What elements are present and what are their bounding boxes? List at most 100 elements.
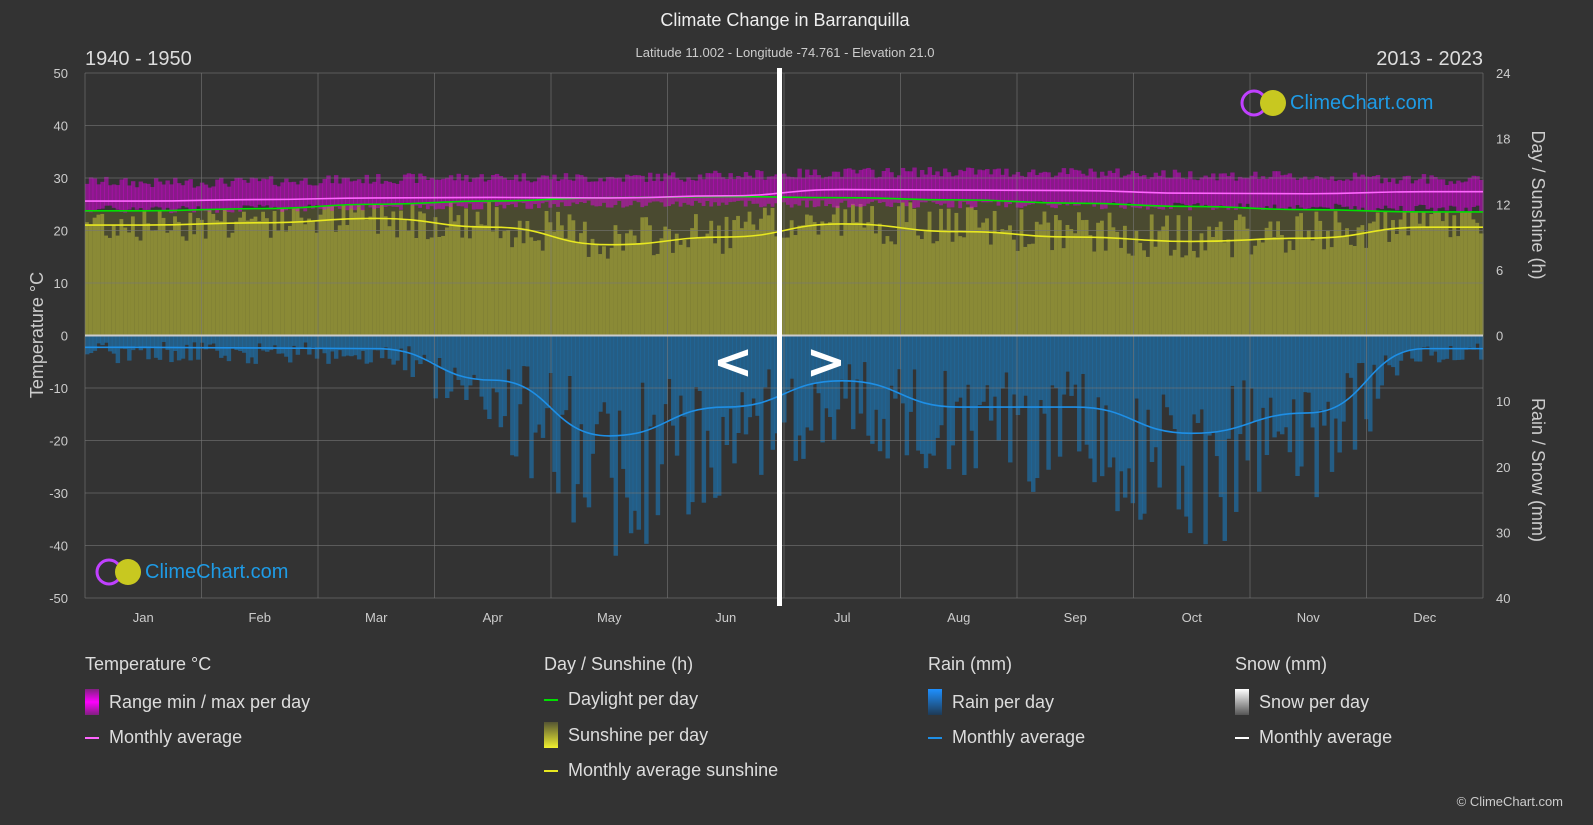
rain-day-bar: [1448, 335, 1453, 346]
rain-day-bar: [582, 335, 588, 498]
sunshine-day-bar: [1391, 220, 1396, 336]
temp-range-day-bar: [739, 177, 745, 201]
sunshine-day-bar: [483, 225, 488, 336]
rain-day-bar: [981, 335, 986, 402]
nav-next-button[interactable]: >: [806, 334, 846, 390]
rain-day-bar: [877, 335, 883, 452]
sunshine-day-bar: [1015, 250, 1021, 336]
sunshine-day-bar: [1272, 237, 1277, 336]
temp-range-day-bar: [1245, 177, 1250, 204]
temp-range-day-bar: [1027, 172, 1032, 205]
rain-day-bar: [751, 335, 756, 399]
temp-range-day-bar: [134, 187, 140, 210]
logo-bottom: ClimeChart.com: [95, 557, 288, 587]
rain-day-bar: [1015, 335, 1021, 416]
rain-day-bar: [954, 335, 959, 402]
rain-day-bar: [330, 335, 335, 352]
rain-day-bar: [379, 335, 385, 359]
temp-range-day-bar: [310, 185, 316, 209]
sunshine-day-bar: [1402, 211, 1407, 336]
sunshine-day-bar: [716, 225, 722, 336]
rain-day-bar: [372, 335, 377, 351]
sunshine-day-bar: [1283, 252, 1289, 336]
sunshine-day-bar: [1348, 244, 1354, 336]
rain-day-bar: [276, 335, 281, 354]
temp-range-day-bar: [1352, 172, 1358, 207]
sunshine-day-bar: [1122, 225, 1128, 336]
sunshine-day-bar: [889, 241, 894, 336]
rain-day-bar: [479, 335, 484, 397]
sunshine-day-bar: [1191, 250, 1197, 336]
temp-range-day-bar: [119, 179, 124, 213]
sunshine-day-bar: [1467, 211, 1473, 336]
rain-day-bar: [192, 335, 197, 343]
temp-range-day-bar: [483, 181, 488, 204]
sunshine-day-bar: [1299, 213, 1304, 336]
temp-range-day-bar: [1134, 173, 1139, 208]
rain-day-bar: [682, 335, 687, 417]
temp-range-day-bar: [433, 179, 438, 210]
rain-day-bar: [433, 335, 438, 399]
sunshine-day-bar: [590, 238, 596, 336]
temp-range-day-bar: [360, 183, 366, 211]
temp-range-day-bar: [85, 183, 90, 213]
x-tick-label: Dec: [1413, 610, 1437, 625]
rain-day-bar: [1348, 335, 1354, 378]
sunshine-day-bar: [1008, 225, 1013, 336]
rain-day-bar: [1145, 335, 1151, 410]
sunshine-day-bar: [985, 218, 990, 336]
rain-day-bar: [1165, 335, 1170, 408]
sunshine-day-bar: [640, 217, 645, 336]
temp-range-day-bar: [184, 180, 190, 208]
temp-range-day-bar: [261, 178, 266, 207]
sunshine-day-bar: [314, 232, 320, 336]
y-right-bottom-tick-label: 10: [1496, 394, 1510, 409]
rain-day-bar: [709, 335, 714, 468]
rain-day-bar: [916, 335, 921, 451]
rain-day-bar: [774, 335, 779, 434]
rain-day-bar: [138, 335, 144, 351]
temp-range-day-bar: [452, 180, 458, 204]
sunshine-day-bar: [341, 205, 347, 336]
temp-range-day-bar: [1314, 176, 1319, 208]
rain-day-bar: [525, 335, 530, 367]
temp-range-day-bar: [567, 179, 573, 207]
rain-day-bar: [1207, 335, 1212, 436]
rain-day-bar: [559, 335, 565, 415]
rain-day-bar: [1371, 335, 1377, 365]
sunshine-day-bar: [1214, 227, 1220, 336]
sunshine-day-bar: [207, 209, 212, 336]
rain-day-bar: [85, 335, 90, 355]
temp-range-day-bar: [693, 180, 699, 201]
rain-day-bar: [720, 335, 726, 417]
rain-day-bar: [724, 335, 730, 446]
rain-day-bar: [716, 335, 722, 496]
rain-day-bar: [651, 335, 657, 415]
legend-label: Sunshine per day: [568, 724, 709, 745]
line-swatch: [544, 769, 558, 772]
rain-day-bar: [280, 335, 285, 354]
rain-day-bar: [973, 335, 979, 469]
rain-day-bar: [766, 335, 772, 370]
temp-range-day-bar: [843, 168, 848, 201]
sunshine-day-bar: [579, 233, 584, 336]
rain-day-bar: [835, 335, 841, 410]
temp-range-day-bar: [1023, 176, 1028, 207]
nav-prev-button[interactable]: <: [713, 334, 753, 390]
temp-range-day-bar: [1318, 177, 1323, 207]
temp-range-day-bar: [429, 177, 435, 207]
rain-day-bar: [697, 335, 703, 391]
temp-range-day-bar: [510, 179, 515, 205]
temp-range-day-bar: [1199, 177, 1204, 207]
rain-day-bar: [1019, 335, 1024, 409]
sunshine-day-bar: [211, 213, 216, 336]
sunshine-day-bar: [931, 243, 936, 336]
rain-day-bar: [1088, 335, 1093, 459]
sunshine-day-bar: [1429, 214, 1434, 336]
sunshine-day-bar: [318, 214, 324, 336]
temp-range-day-bar: [242, 180, 247, 206]
logo-text: ClimeChart.com: [1290, 91, 1434, 114]
rain-day-bar: [242, 335, 247, 353]
sunshine-day-bar: [862, 227, 867, 336]
temp-range-day-bar: [146, 183, 151, 210]
